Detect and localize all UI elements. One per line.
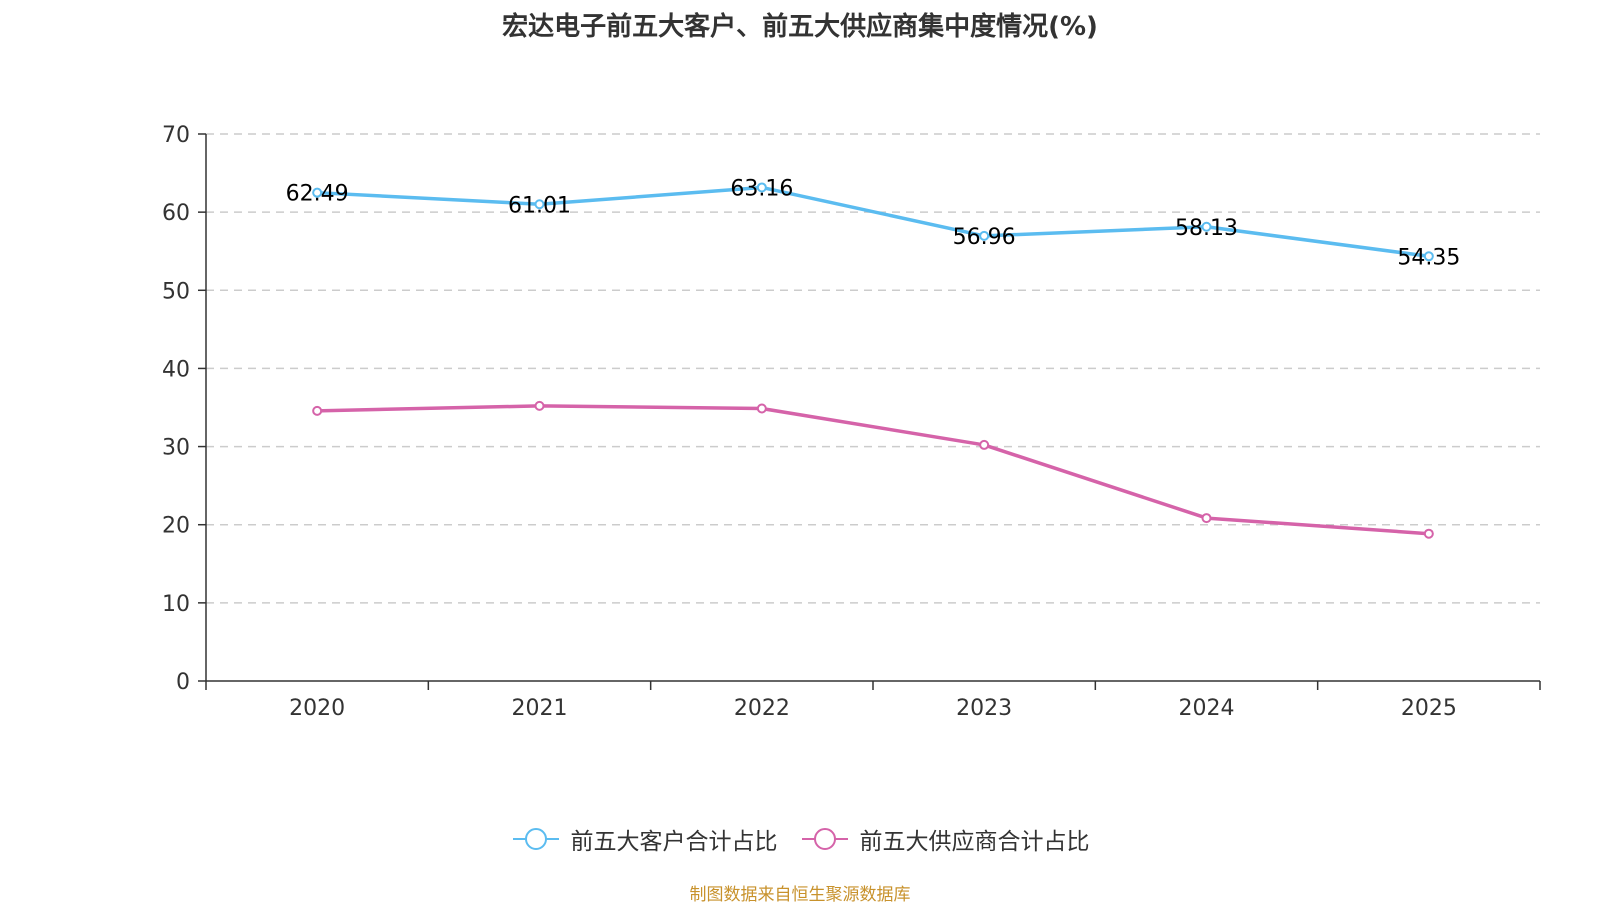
data-point xyxy=(979,439,990,450)
data-label: 56.96 xyxy=(953,225,1016,250)
series-layer xyxy=(312,182,1434,539)
y-tick-label: 0 xyxy=(176,670,190,695)
series-line-1 xyxy=(317,404,1429,536)
x-tick-label: 2024 xyxy=(1179,696,1235,721)
data-point xyxy=(534,400,545,411)
data-point xyxy=(1423,251,1434,262)
y-axis: 0 10 20 30 40 50 60 70 xyxy=(162,123,207,695)
legend-label-customers: 前五大客户合计占比 xyxy=(570,829,778,855)
gridlines xyxy=(206,133,1540,604)
data-point xyxy=(979,230,990,241)
data-labels: 62.49 61.01 63.16 56.96 58.13 54.35 xyxy=(286,176,1461,270)
y-tick-label: 30 xyxy=(162,436,190,461)
x-tick-label: 2022 xyxy=(734,696,790,721)
data-label: 54.35 xyxy=(1397,245,1460,270)
y-tick-label: 50 xyxy=(162,279,190,304)
source-note: 制图数据来自恒生聚源数据库 xyxy=(689,885,911,905)
chart-title: 宏达电子前五大客户、前五大供应商集中度情况(%) xyxy=(502,12,1098,42)
y-tick-label: 40 xyxy=(162,357,190,382)
data-label: 61.01 xyxy=(508,193,571,218)
x-tick-label: 2023 xyxy=(956,696,1012,721)
data-point xyxy=(1423,528,1434,539)
series-line-0 xyxy=(317,185,1430,259)
data-point xyxy=(312,187,323,198)
y-tick-label: 20 xyxy=(162,514,190,539)
data-point xyxy=(312,405,323,416)
x-tick-label: 2021 xyxy=(512,696,568,721)
y-tick-label: 10 xyxy=(162,592,190,617)
x-tick-label: 2025 xyxy=(1401,696,1457,721)
legend-item-suppliers[interactable]: 前五大供应商合计占比 xyxy=(800,822,1090,856)
data-point xyxy=(756,182,767,193)
data-point xyxy=(756,403,767,414)
legend-line-circle-icon xyxy=(512,828,559,850)
data-label: 58.13 xyxy=(1175,216,1238,241)
data-point xyxy=(1201,221,1212,232)
data-label: 63.16 xyxy=(730,176,793,201)
data-point xyxy=(534,199,545,210)
legend-line-circle-icon xyxy=(801,828,848,850)
y-tick-label: 60 xyxy=(162,201,190,226)
data-point xyxy=(1201,513,1212,524)
data-label: 62.49 xyxy=(286,182,349,207)
x-tick-label: 2020 xyxy=(289,696,345,721)
legend-label-suppliers: 前五大供应商合计占比 xyxy=(859,829,1090,855)
y-tick-label: 70 xyxy=(162,123,190,148)
legend-item-customers[interactable]: 前五大客户合计占比 xyxy=(511,822,778,856)
x-axis: 2020 2021 2022 2023 2024 2025 xyxy=(205,680,1541,721)
legend: 前五大客户合计占比 前五大供应商合计占比 xyxy=(0,822,1600,856)
